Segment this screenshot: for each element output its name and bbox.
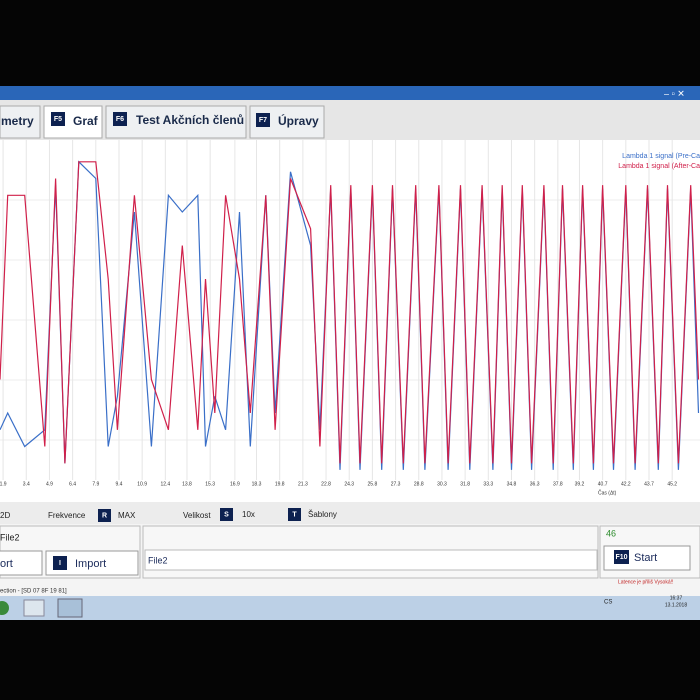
x-tick-label: 18.3: [252, 481, 262, 487]
x-tick-label: 3.4: [23, 481, 30, 487]
key-label: I: [59, 560, 61, 567]
tab[interactable]: [43, 105, 103, 139]
x-tick-label: 12.4: [160, 481, 170, 487]
x-tick-label: 31.8: [460, 481, 470, 487]
tab[interactable]: [0, 105, 41, 139]
taskbar: [0, 596, 700, 620]
x-tick-label: 42.2: [621, 481, 631, 487]
toolbar: [0, 502, 700, 524]
x-tick-label: 28.8: [414, 481, 424, 487]
counter: 46: [606, 528, 616, 538]
x-tick-label: 40.7: [598, 481, 608, 487]
tab-label: Graf: [73, 114, 99, 128]
value[interactable]: 10x: [242, 510, 255, 519]
chart: 1.9 3.4 4.9 6.4 7.9 9.4 10.9 12.4 13.8 15.3 16.9 18…: [0, 140, 700, 496]
value[interactable]: MAX: [118, 511, 136, 520]
key-label: F7: [259, 117, 267, 124]
x-tick-label: 39.2: [575, 481, 585, 487]
legend-entry: Lambda 1 signal (Pre-Ca: [622, 153, 700, 160]
tab-label: Test Akčních členů: [136, 113, 244, 127]
x-tick-label: 43.7: [644, 481, 654, 487]
key-box: [288, 508, 301, 521]
x-tick-label: 10.9: [137, 481, 147, 487]
key-box: [220, 508, 233, 521]
key-box: [51, 112, 65, 126]
tab-label: metry: [1, 114, 34, 128]
input-value: File2: [148, 555, 168, 565]
clock-time: 16:37: [670, 595, 683, 601]
label: Frekvence: [48, 511, 86, 520]
x-tick-label: 30.3: [437, 481, 447, 487]
x-tick-label: 37.8: [553, 481, 563, 487]
x-tick-label: 25.8: [368, 481, 378, 487]
signal-line: [0, 160, 700, 470]
mode[interactable]: 2D: [0, 511, 10, 520]
x-tick-label: 21.3: [298, 481, 308, 487]
key-label: F5: [54, 116, 62, 123]
x-tick-label: 34.8: [507, 481, 517, 487]
key-box: [53, 556, 67, 570]
x-tick-label: 13.8: [182, 481, 192, 487]
key-label: S: [224, 511, 229, 518]
x-tick-label: 22.8: [321, 481, 331, 487]
task-icon[interactable]: [23, 599, 45, 617]
x-tick-label: 24.3: [344, 481, 354, 487]
status: ection - [SD 07 8F 19 81]: [0, 589, 67, 595]
x-tick-label: 4.9: [46, 481, 53, 487]
tab-label: Úpravy: [278, 113, 319, 128]
key-box: [256, 113, 270, 127]
x-tick-label: 15.3: [205, 481, 215, 487]
x-tick-label: 45.2: [667, 481, 677, 487]
key-box: [113, 112, 127, 126]
key-box: [98, 509, 111, 522]
key-label: R: [102, 512, 107, 519]
key-box: [614, 550, 629, 564]
x-tick-label: 16.9: [230, 481, 240, 487]
key-label: F10: [615, 554, 627, 561]
language[interactable]: CS: [604, 600, 612, 606]
input[interactable]: [144, 549, 598, 571]
x-tick-label: 6.4: [69, 481, 76, 487]
file-name: File2: [0, 532, 20, 542]
x-tick-label: 27.3: [391, 481, 401, 487]
label: Velikost: [183, 511, 211, 520]
button-label: Import: [75, 558, 106, 570]
tab[interactable]: [105, 105, 247, 139]
key-label: T: [292, 511, 297, 518]
key-label: F6: [116, 116, 124, 123]
x-tick-label: 9.4: [116, 481, 123, 487]
x-axis-label: Čas (Δt): [598, 489, 617, 496]
window-controls[interactable]: – ▫ ✕: [664, 88, 685, 98]
warning: Latence je příliš Vysoká!!: [618, 579, 673, 585]
label[interactable]: Šablony: [308, 510, 337, 519]
signal-line: [0, 161, 700, 464]
start-orb[interactable]: [0, 601, 9, 615]
legend-entry: Lambda 1 signal (After-Ca: [618, 163, 700, 170]
button[interactable]: [0, 550, 43, 576]
tab-bar: [0, 100, 700, 140]
x-tick-label: 36.3: [530, 481, 540, 487]
x-tick-label: 33.3: [483, 481, 493, 487]
task-icon[interactable]: [57, 598, 83, 618]
x-tick-label: 7.9: [92, 481, 99, 487]
x-tick-label: 1.9: [0, 481, 7, 487]
x-tick-label: 19.8: [275, 481, 285, 487]
button-label: Start: [634, 552, 657, 564]
title-bar: [0, 86, 700, 100]
button-label: ort: [0, 558, 13, 570]
clock-date: 13.1.2018: [665, 602, 687, 608]
